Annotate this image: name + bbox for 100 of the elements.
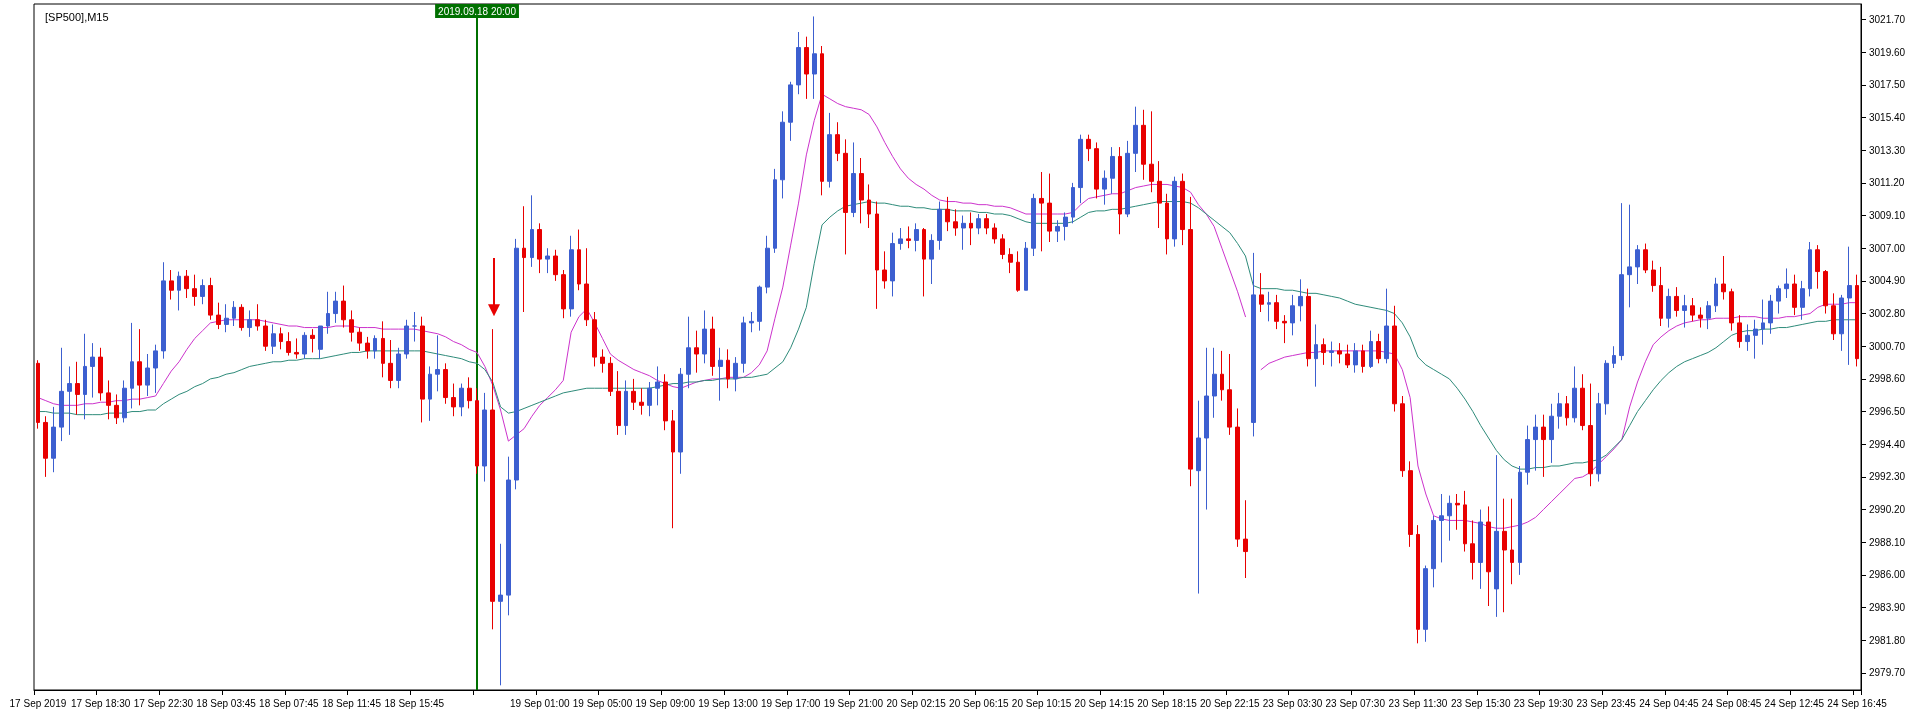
candlestick <box>522 205 526 313</box>
x-tick-label: 23 Sep 15:30 <box>1450 697 1511 709</box>
candlestick <box>757 285 762 332</box>
candlestick <box>412 311 417 343</box>
y-tick-label: 3017.50 <box>1869 79 1906 91</box>
candlestick <box>1439 493 1444 563</box>
y-tick-label: 3021.70 <box>1869 14 1906 26</box>
candlestick <box>1698 306 1703 329</box>
candlestick <box>718 347 723 402</box>
candlestick <box>890 232 895 297</box>
candlestick <box>247 309 252 338</box>
x-tick-label: 23 Sep 19:30 <box>1513 697 1574 709</box>
candlestick <box>1651 260 1656 293</box>
candlestick <box>788 81 793 142</box>
candlestick <box>475 387 479 475</box>
candlestick <box>1376 333 1381 364</box>
candlestick <box>1753 319 1758 360</box>
candlestick <box>859 157 864 224</box>
candlestick <box>451 383 456 417</box>
y-tick-label: 2998.60 <box>1869 373 1906 385</box>
candlestick <box>192 274 197 307</box>
y-tick-label: 2981.80 <box>1869 634 1906 646</box>
candlestick <box>1463 490 1467 553</box>
candlestick <box>1541 414 1546 478</box>
candlestick <box>1533 414 1538 472</box>
candlestick <box>1831 292 1836 341</box>
candlestick <box>1298 278 1303 322</box>
x-tick-label: 18 Sep 03:45 <box>196 697 257 709</box>
candlestick <box>169 269 174 301</box>
candlestick <box>1596 392 1601 483</box>
y-tick-label: 3007.00 <box>1869 242 1906 254</box>
candlestick <box>1329 341 1334 367</box>
candlestick <box>1502 498 1507 613</box>
candlestick <box>1259 272 1264 313</box>
candlestick <box>1000 233 1005 260</box>
candlestick <box>114 393 119 425</box>
candlestick <box>200 278 205 305</box>
candlestick <box>1525 425 1530 486</box>
candlestick <box>1165 193 1169 255</box>
candlestick <box>1557 392 1562 430</box>
x-tick-label: 19 Sep 13:00 <box>698 697 759 709</box>
x-tick-label: 17 Sep 18:30 <box>70 697 131 709</box>
candlestick <box>404 319 409 360</box>
x-tick-label: 17 Sep 2019 <box>9 697 67 709</box>
candlestick <box>1392 305 1397 413</box>
y-tick-label: 3011.20 <box>1869 177 1905 189</box>
candlestick <box>396 347 401 389</box>
candlestick <box>1024 241 1028 291</box>
candlestick <box>1486 505 1491 607</box>
candlestick <box>1306 288 1311 367</box>
candlestick <box>537 222 542 274</box>
y-tick-label: 3015.40 <box>1869 112 1906 124</box>
candlestick <box>1102 169 1107 206</box>
candlestick <box>1416 524 1420 644</box>
candlestick <box>1408 460 1413 548</box>
candlestick <box>51 406 56 473</box>
candlestick <box>1737 314 1742 349</box>
candlestick <box>1572 365 1577 423</box>
x-tick-label: 19 Sep 09:00 <box>635 697 696 709</box>
x-tick-label: 24 Sep 12:45 <box>1764 697 1825 709</box>
candlestick <box>561 269 566 319</box>
candlestick <box>1549 403 1554 464</box>
candlestick <box>153 344 158 394</box>
candlestick <box>569 235 574 318</box>
candlestick <box>843 138 848 255</box>
x-tick-label: 23 Sep 03:30 <box>1262 697 1323 709</box>
candlestick <box>600 348 605 374</box>
candlestick <box>1808 241 1812 297</box>
candlestick <box>184 269 189 299</box>
candlestick <box>1643 243 1648 274</box>
candlestick <box>224 303 229 333</box>
candlestick <box>1494 454 1499 618</box>
candlestick <box>976 213 981 235</box>
candlestick <box>655 365 660 406</box>
y-tick-label: 3004.90 <box>1869 275 1906 287</box>
candlestick <box>820 45 824 196</box>
candlestick <box>953 208 958 237</box>
candlestick <box>1470 519 1475 581</box>
y-tick-label: 2992.30 <box>1869 471 1906 483</box>
candlestick <box>318 325 323 360</box>
candlestick <box>898 227 903 251</box>
candlestick <box>1455 493 1460 531</box>
candlestick <box>1063 211 1068 241</box>
candlestick <box>1282 314 1287 344</box>
candlestick <box>177 271 181 311</box>
candlestick <box>773 168 777 254</box>
candlestick <box>130 322 134 409</box>
y-tick-label: 3019.60 <box>1869 46 1906 58</box>
x-tick-label: 2019.09.18 20:00 <box>438 5 517 17</box>
candlestick <box>969 211 973 246</box>
x-tick-label: 24 Sep 04:45 <box>1639 697 1700 709</box>
candlestick <box>804 36 809 100</box>
candlestick <box>1604 359 1609 416</box>
y-tick-label: 3002.80 <box>1869 308 1906 320</box>
candlestick <box>835 121 840 162</box>
x-tick-label: 23 Sep 23:45 <box>1576 697 1637 709</box>
candlestick <box>1619 202 1624 361</box>
candlestick <box>1078 134 1083 204</box>
candlestick <box>333 291 338 324</box>
candlestick <box>1141 109 1146 181</box>
